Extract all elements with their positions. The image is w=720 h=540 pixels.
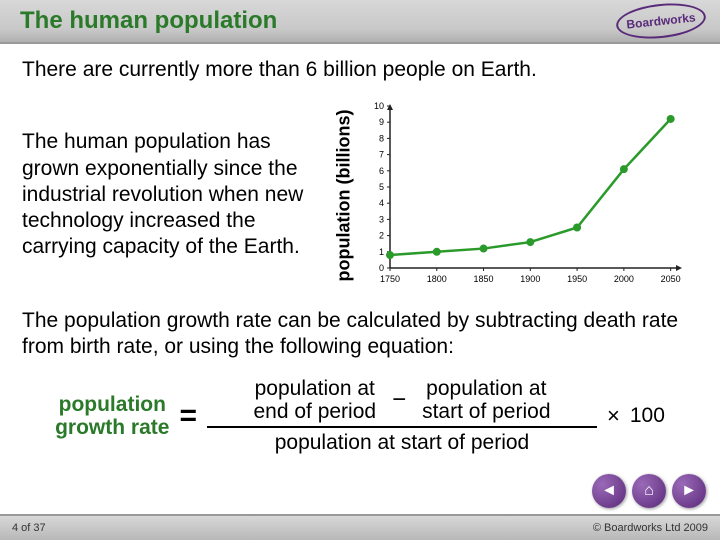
svg-text:2000: 2000 bbox=[614, 274, 634, 284]
eq-lhs: population growth rate bbox=[55, 393, 169, 439]
intro-text: There are currently more than 6 billion … bbox=[22, 58, 698, 82]
svg-text:1850: 1850 bbox=[474, 274, 494, 284]
paragraph-1: The human population has grown exponenti… bbox=[22, 129, 322, 260]
svg-text:1750: 1750 bbox=[380, 274, 400, 284]
paragraph-2: The population growth rate can be calcul… bbox=[22, 308, 698, 361]
svg-text:1950: 1950 bbox=[567, 274, 587, 284]
slide-title: The human population bbox=[20, 7, 277, 35]
eq-num-a-2: end of period bbox=[253, 400, 376, 423]
svg-text:10: 10 bbox=[374, 101, 384, 111]
svg-text:1900: 1900 bbox=[520, 274, 540, 284]
logo-text: Boardworks bbox=[626, 10, 696, 31]
y-axis-label-wrap: population (billions) bbox=[330, 185, 358, 206]
svg-text:3: 3 bbox=[379, 214, 384, 224]
nav-back-button[interactable]: ◄ bbox=[592, 474, 626, 508]
population-chart: 0 1 2 3 4 5 6 7 8 9 10 1750 1800 1850 1900 1950 2000 2050 bbox=[366, 100, 686, 290]
eq-minus: − bbox=[392, 386, 406, 414]
eq-fraction: population at end of period − population… bbox=[207, 377, 597, 455]
eq-numerator: population at end of period − population… bbox=[253, 377, 550, 426]
eq-num-b-1: population at bbox=[422, 377, 550, 400]
brand-logo: Boardworks bbox=[616, 4, 706, 38]
nav-forward-button[interactable]: ► bbox=[672, 474, 706, 508]
slide: The human population Boardworks There ar… bbox=[0, 0, 720, 540]
eq-times: × bbox=[607, 403, 620, 429]
svg-text:0: 0 bbox=[379, 263, 384, 273]
svg-text:4: 4 bbox=[379, 198, 384, 208]
eq-hundred: 100 bbox=[630, 404, 665, 428]
svg-text:1800: 1800 bbox=[427, 274, 447, 284]
svg-text:6: 6 bbox=[379, 166, 384, 176]
eq-lhs-line1: population bbox=[55, 393, 169, 416]
footer-bar: 4 of 37 © Boardworks Ltd 2009 bbox=[0, 514, 720, 540]
chart-svg: 0 1 2 3 4 5 6 7 8 9 10 1750 1800 1850 1900 1950 2000 2050 bbox=[366, 100, 686, 290]
svg-text:8: 8 bbox=[379, 133, 384, 143]
eq-num-a: population at end of period bbox=[253, 377, 376, 423]
svg-text:7: 7 bbox=[379, 150, 384, 160]
svg-text:9: 9 bbox=[379, 117, 384, 127]
svg-text:5: 5 bbox=[379, 182, 384, 192]
row-text-chart: The human population has grown exponenti… bbox=[22, 100, 698, 290]
copyright-text: © Boardworks Ltd 2009 bbox=[593, 522, 708, 534]
header-bar: The human population Boardworks bbox=[0, 0, 720, 44]
growth-rate-equation: population growth rate = population at e… bbox=[22, 377, 698, 455]
eq-equals: = bbox=[179, 399, 197, 433]
svg-text:2050: 2050 bbox=[661, 274, 681, 284]
content-area: There are currently more than 6 billion … bbox=[0, 44, 720, 455]
page-indicator: 4 of 37 bbox=[12, 522, 46, 534]
eq-num-b: population at start of period bbox=[422, 377, 550, 423]
eq-denominator: population at start of period bbox=[275, 428, 530, 455]
nav-home-button[interactable]: ⌂ bbox=[632, 474, 666, 508]
eq-num-b-2: start of period bbox=[422, 400, 550, 423]
svg-text:1: 1 bbox=[379, 247, 384, 257]
svg-text:2: 2 bbox=[379, 231, 384, 241]
eq-num-a-1: population at bbox=[253, 377, 376, 400]
eq-lhs-line2: growth rate bbox=[55, 416, 169, 439]
logo-oval: Boardworks bbox=[614, 0, 707, 43]
y-axis-label: population (billions) bbox=[334, 109, 355, 281]
nav-buttons: ◄ ⌂ ► bbox=[592, 474, 706, 508]
